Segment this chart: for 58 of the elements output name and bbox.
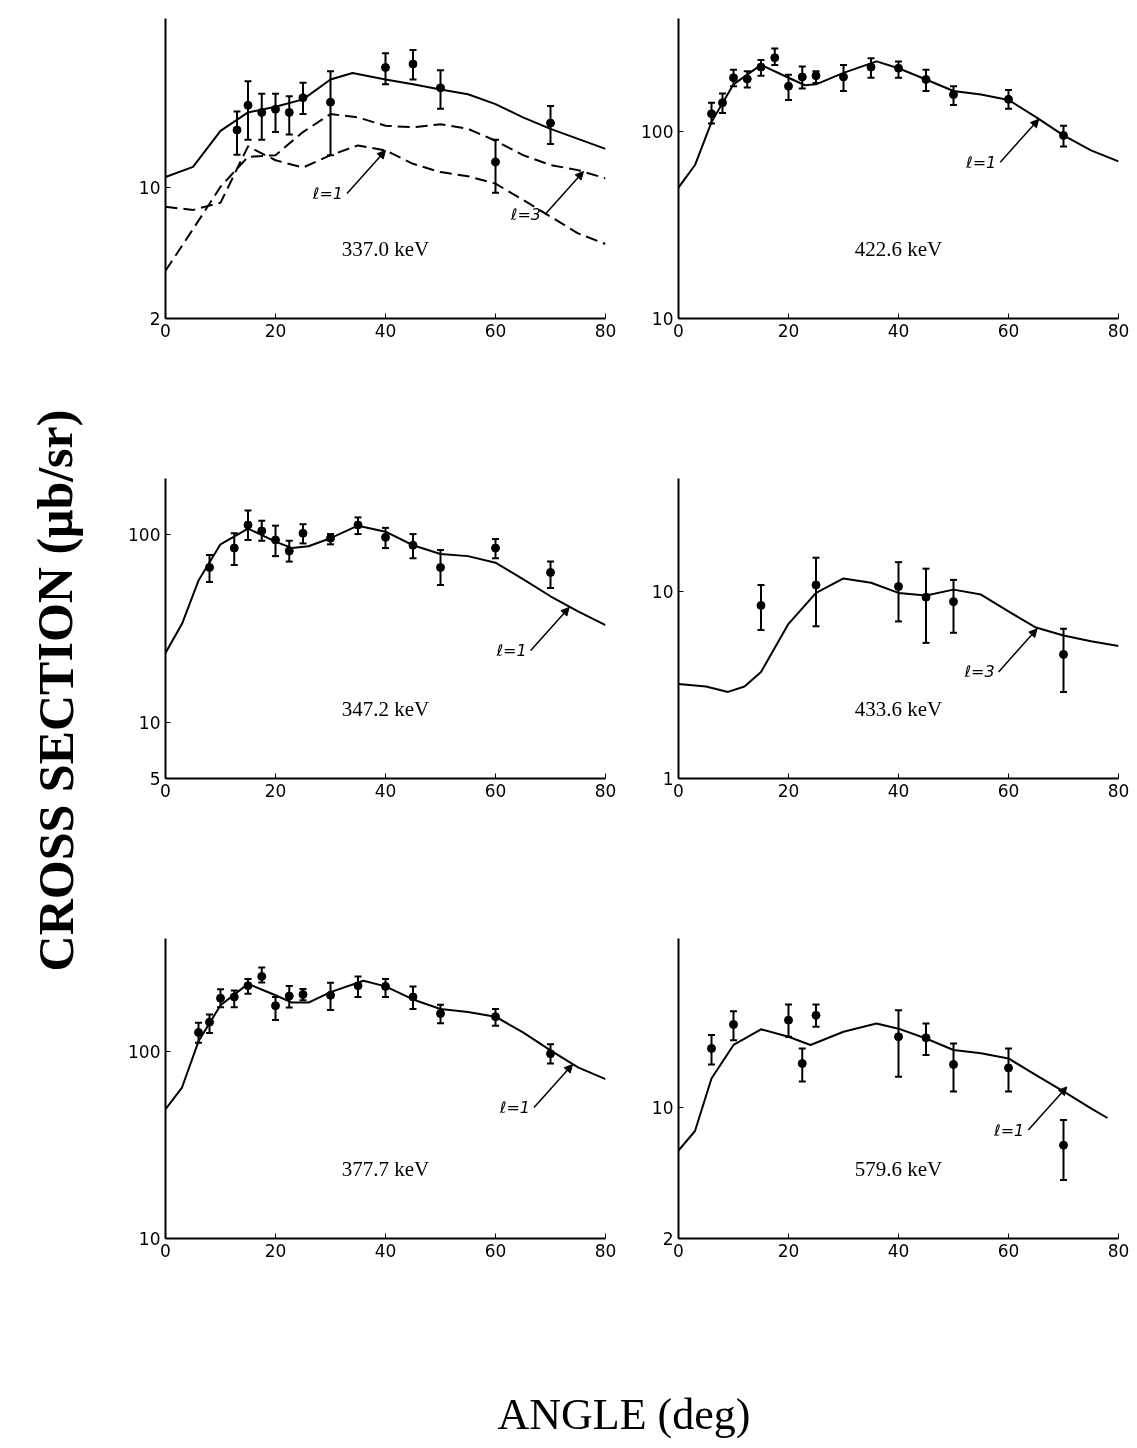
y-tick-label: 10 [138, 1229, 161, 1249]
x-tick-label: 0 [160, 1240, 171, 1261]
x-tick-label: 0 [160, 320, 171, 341]
x-tick-label: 40 [374, 320, 397, 341]
annotation: 422.6 keV [854, 236, 943, 261]
x-tick-label: 40 [374, 1240, 397, 1261]
x-tick-label: 80 [594, 780, 617, 801]
x-tick-label: 60 [484, 780, 507, 801]
annotation: ℓ=1 [498, 1098, 531, 1118]
x-tick-label: 60 [997, 320, 1020, 341]
x-tick-label: 0 [160, 780, 171, 801]
y-tick-label: 2 [149, 309, 161, 329]
x-tick-label: 0 [673, 1240, 684, 1261]
x-axis-title: ANGLE (deg) [497, 1390, 751, 1439]
annotation: 337.0 keV [341, 236, 430, 261]
y-tick-label: 100 [128, 525, 161, 546]
annotation: ℓ=1 [993, 1120, 1025, 1140]
x-tick-label: 80 [1107, 320, 1130, 341]
x-tick-label: 0 [673, 780, 684, 801]
x-tick-label: 80 [594, 320, 617, 341]
annotation: ℓ=1 [965, 152, 997, 172]
y-tick-label: 10 [138, 712, 161, 733]
x-tick-label: 20 [264, 320, 287, 341]
x-tick-label: 0 [673, 320, 684, 341]
annotation: 347.2 keV [341, 696, 430, 721]
y-tick-label: 10 [651, 309, 674, 329]
x-tick-label: 20 [777, 320, 800, 341]
x-tick-label: 40 [887, 320, 910, 341]
x-tick-label: 80 [1107, 780, 1130, 801]
x-tick-label: 20 [264, 1240, 287, 1261]
x-tick-label: 80 [594, 1240, 617, 1261]
x-tick-label: 60 [997, 780, 1020, 801]
x-tick-label: 20 [777, 780, 800, 801]
x-tick-label: 40 [887, 780, 910, 801]
x-tick-label: 20 [777, 1240, 800, 1261]
y-tick-label: 10 [651, 1098, 674, 1119]
y-tick-label: 10 [138, 178, 161, 199]
y-tick-label: 2 [662, 1229, 674, 1249]
y-tick-label: 1 [662, 769, 674, 789]
y-tick-label: 10 [651, 581, 674, 602]
annotation: 579.6 keV [854, 1156, 943, 1181]
x-tick-label: 80 [1107, 1240, 1130, 1261]
annotation: 377.7 keV [341, 1156, 430, 1181]
y-axis-title: CROSS SECTION (μb/sr) [27, 409, 84, 972]
y-tick-label: 5 [149, 769, 161, 789]
x-tick-label: 60 [997, 1240, 1020, 1261]
y-tick-label: 100 [641, 121, 674, 142]
annotation: ℓ=1 [495, 641, 527, 661]
annotation: 433.6 keV [854, 696, 943, 721]
annotation: ℓ=1 [311, 184, 344, 204]
x-tick-label: 40 [887, 1240, 910, 1261]
x-tick-label: 40 [374, 780, 397, 801]
x-tick-label: 60 [484, 1240, 507, 1261]
y-tick-label: 100 [128, 1041, 161, 1062]
annotation: ℓ=3 [963, 662, 995, 682]
annotation: ℓ=3 [509, 205, 542, 225]
x-tick-label: 60 [484, 320, 507, 341]
x-tick-label: 20 [264, 780, 287, 801]
